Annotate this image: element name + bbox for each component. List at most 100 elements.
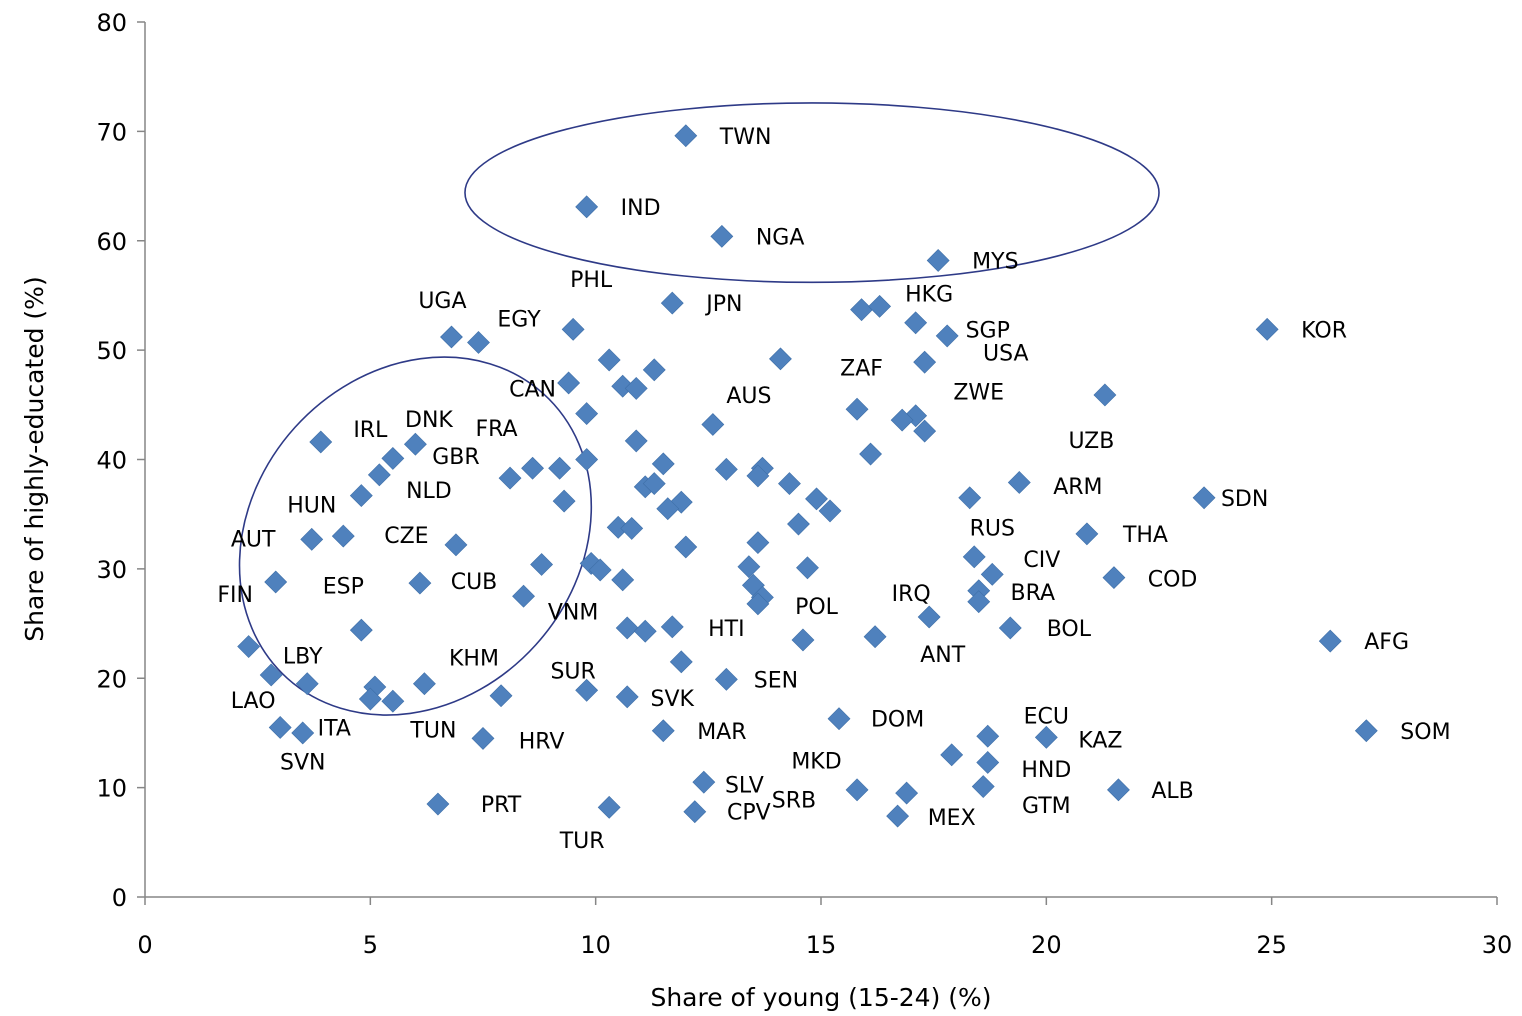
point-label: HTI	[708, 617, 744, 642]
data-point	[868, 294, 892, 318]
point-label: CIV	[1023, 548, 1060, 573]
point-label: ALB	[1151, 779, 1193, 804]
point-label: UGA	[418, 289, 466, 314]
data-point	[408, 571, 432, 595]
data-point	[444, 533, 468, 557]
data-point	[962, 545, 986, 569]
data-point	[674, 124, 698, 148]
data-point	[1034, 725, 1058, 749]
x-tick-label: 20	[1031, 931, 1062, 959]
point-label: MEX	[928, 806, 976, 831]
data-point	[426, 792, 450, 816]
y-tick-label: 60	[96, 228, 127, 256]
data-point	[1075, 522, 1099, 546]
data-point	[309, 430, 333, 454]
x-tick-label: 5	[363, 931, 378, 959]
data-point	[300, 527, 324, 551]
data-point	[575, 195, 599, 219]
point-label: SVN	[280, 750, 325, 775]
x-tick-label: 10	[580, 931, 611, 959]
data-point	[358, 687, 382, 711]
data-point	[624, 429, 648, 453]
data-point	[615, 685, 639, 709]
data-point	[1102, 566, 1126, 590]
data-point	[827, 707, 851, 731]
point-label: TWN	[719, 125, 772, 150]
data-point	[237, 635, 261, 658]
data-point	[471, 726, 495, 750]
data-point	[615, 616, 639, 640]
data-point	[575, 678, 599, 702]
data-point	[967, 590, 991, 614]
data-point	[805, 487, 828, 511]
data-point	[958, 486, 982, 510]
data-point	[845, 397, 869, 421]
point-label: GBR	[432, 445, 479, 470]
point-label: PRT	[481, 793, 522, 818]
point-label: AFG	[1364, 630, 1409, 655]
point-label: SUR	[550, 660, 595, 685]
data-point	[971, 775, 995, 798]
point-label: EGY	[497, 307, 541, 332]
x-tick-label: 0	[137, 931, 152, 959]
data-point	[895, 781, 919, 805]
point-label: CZE	[384, 524, 428, 549]
point-label: CUB	[451, 570, 498, 595]
point-label: RUS	[970, 516, 1015, 541]
point-label: IRL	[353, 418, 388, 443]
data-point	[498, 466, 522, 490]
point-label: SOM	[1400, 720, 1450, 745]
data-point	[669, 650, 693, 674]
y-tick-label: 50	[96, 337, 127, 365]
point-label: BOL	[1047, 617, 1092, 642]
data-point	[331, 524, 355, 548]
data-point	[904, 311, 928, 335]
data-point	[561, 317, 585, 341]
data-point	[746, 464, 770, 488]
data-point	[1354, 719, 1378, 743]
point-label: HKG	[905, 282, 953, 307]
data-point	[651, 719, 675, 743]
data-point	[886, 804, 910, 828]
point-label: IRQ	[892, 582, 931, 607]
data-point	[787, 512, 810, 536]
point-label: THA	[1122, 523, 1168, 548]
data-point	[940, 743, 964, 767]
data-point	[1107, 778, 1130, 802]
point-label: KAZ	[1078, 729, 1122, 754]
ticks: 0 10 20 30 40 50 60 70 80 0 5 10 15 20 25 30	[96, 9, 1512, 959]
point-label: ANT	[920, 643, 966, 668]
data-point	[714, 457, 738, 481]
data-point	[791, 628, 815, 652]
point-label: SDN	[1221, 487, 1268, 512]
data-point	[1093, 383, 1117, 407]
data-point	[778, 472, 801, 495]
point-label: CPV	[727, 801, 771, 826]
point-label: PHL	[570, 268, 613, 293]
y-tick-label: 20	[96, 665, 127, 693]
point-label: ECU	[1024, 704, 1069, 729]
data-point	[642, 472, 666, 495]
point-label: KHM	[449, 646, 499, 671]
data-point	[381, 689, 405, 713]
point-labels: TWN IND NGA MYS JPN KOR AFG SOM PHL HKG SGP UGA EGY U…	[217, 125, 1450, 854]
x-tick-label: 30	[1482, 931, 1513, 959]
data-point	[1318, 629, 1342, 653]
data-point	[737, 555, 761, 579]
data-point	[620, 516, 644, 540]
data-point	[850, 298, 873, 322]
data-point	[259, 663, 283, 687]
point-label: KOR	[1301, 318, 1347, 343]
y-tick-label: 70	[96, 118, 127, 146]
point-label: IND	[621, 196, 661, 221]
x-tick-label: 25	[1256, 931, 1287, 959]
data-point	[548, 456, 572, 480]
y-tick-label: 10	[96, 775, 127, 803]
point-label: MKD	[791, 749, 841, 774]
point-label: ESP	[323, 574, 364, 599]
data-point	[575, 448, 599, 471]
y-tick-label: 30	[96, 556, 127, 584]
point-label: VNM	[548, 601, 599, 626]
data-point	[935, 324, 959, 348]
